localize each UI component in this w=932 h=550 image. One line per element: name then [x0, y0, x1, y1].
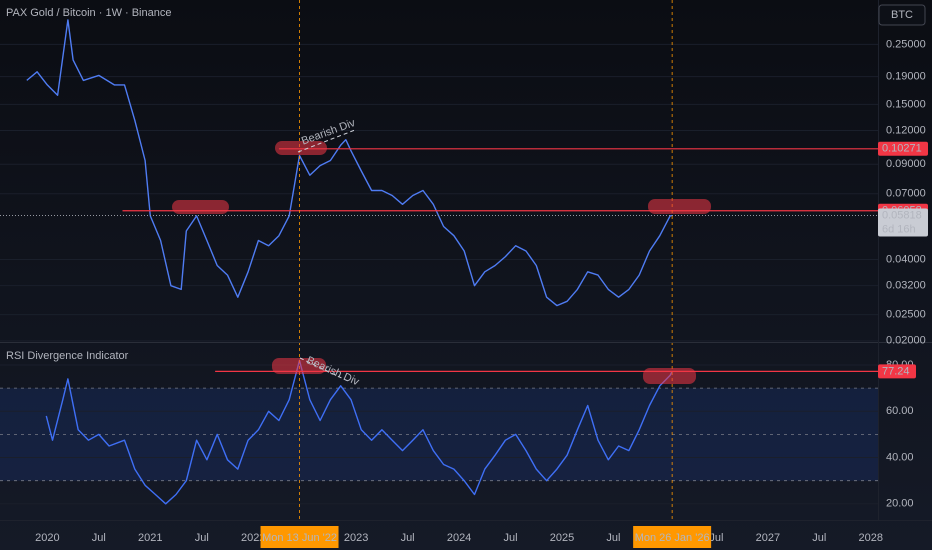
series-line [45, 359, 673, 505]
x-tick-label: 2023 [344, 532, 368, 544]
x-tick-label: 2025 [550, 532, 574, 544]
x-tick-label: 2027 [756, 532, 780, 544]
x-tick-label: Jul [195, 532, 209, 544]
series-line [26, 19, 673, 307]
divergence-line [297, 129, 356, 153]
x-tick-label: Jul [92, 532, 106, 544]
x-tick-label: Jul [812, 532, 826, 544]
x-tick-label: Jul [504, 532, 518, 544]
y-tick-label: 40.00 [886, 451, 914, 463]
highlight-label: 77.24 [882, 365, 910, 377]
highlight-zone [648, 199, 711, 214]
price-level-label: 0.10271 [882, 143, 922, 155]
x-tick-label: Jul [606, 532, 620, 544]
y-tick-label: 0.09000 [886, 158, 926, 170]
date-marker-label: Mon 26 Jan '26 [635, 532, 710, 544]
price-level-tag [878, 141, 928, 156]
currency-label[interactable]: BTC [891, 9, 913, 21]
rsi-band [0, 388, 878, 481]
countdown-label: 6d 16h [882, 223, 916, 235]
y-tick-label: 0.25000 [886, 38, 926, 50]
date-marker-tag [633, 526, 712, 548]
x-tick-label: 2028 [859, 532, 883, 544]
x-tick-label: Jul [401, 532, 415, 544]
y-tick-label: 0.04000 [886, 253, 926, 265]
y-tick-label: 0.03200 [886, 280, 926, 292]
y-tick-label: 0.02500 [886, 309, 926, 321]
x-tick-label: 2022 [241, 532, 265, 544]
divergence-line [299, 357, 351, 383]
last-price-tag [878, 208, 928, 237]
y-tick-label: 0.15000 [886, 98, 926, 110]
x-tick-label: 2024 [447, 532, 471, 544]
y-tick-label: 0.12000 [886, 124, 926, 136]
date-marker-label: Mon 13 Jun '22 [262, 532, 337, 544]
y-tick-label: 0.02000 [886, 335, 926, 347]
currency-button[interactable] [878, 4, 926, 26]
date-marker-tag [260, 526, 339, 548]
highlight-tag [878, 364, 916, 379]
y-tick-label: 20.00 [886, 498, 914, 510]
chart-title: PAX Gold / Bitcoin · 1W · Binance [6, 7, 171, 19]
highlight-zone [272, 358, 326, 374]
y-tick-label: 60.00 [886, 405, 914, 417]
x-tick-label: 2021 [138, 532, 162, 544]
highlight-zone [275, 141, 327, 155]
plot-layer [0, 0, 878, 520]
x-tick-label: Jul [709, 532, 723, 544]
highlight-zone [172, 200, 229, 214]
y-tick-label: 0.19000 [886, 71, 926, 83]
highlight-zone [643, 368, 696, 384]
indicator-title: RSI Divergence Indicator [6, 350, 129, 362]
x-tick-label: 2020 [35, 532, 59, 544]
y-tick-label: 0.07000 [886, 188, 926, 200]
last-price-label: 0.05818 [882, 209, 922, 221]
